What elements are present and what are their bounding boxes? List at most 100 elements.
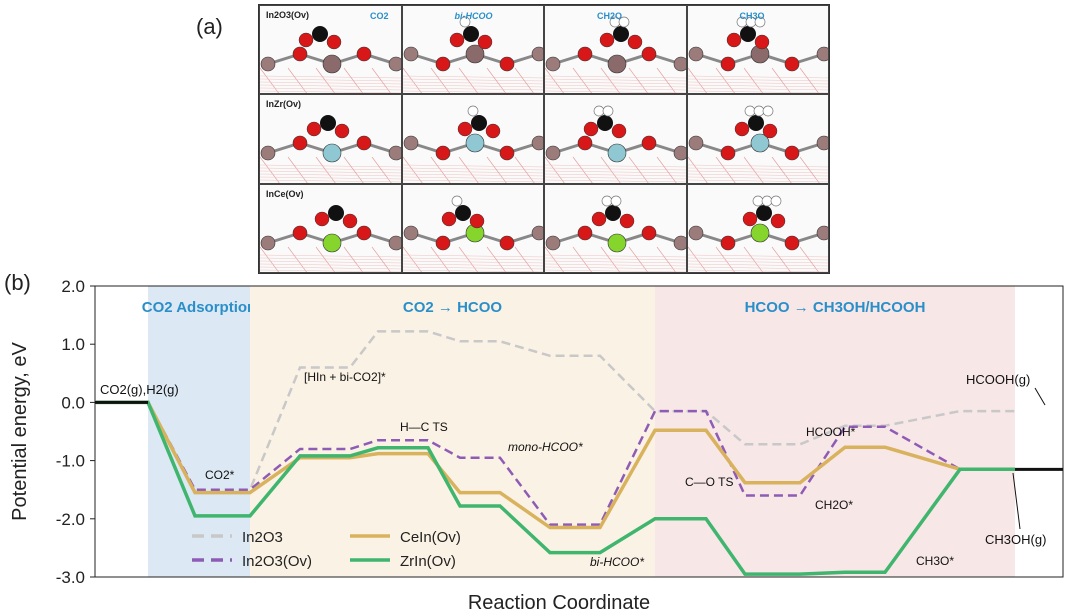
hydrogen-atom xyxy=(610,195,622,207)
lattice-line xyxy=(486,246,506,272)
carbon-atom xyxy=(312,26,328,42)
structure-drawing xyxy=(260,26,401,94)
lattice-line xyxy=(572,246,593,272)
carbon-atom xyxy=(755,204,772,221)
oxygen-atom xyxy=(356,225,372,240)
indium-atom xyxy=(673,146,686,161)
oxygen-atom xyxy=(356,136,372,151)
lattice-line xyxy=(628,67,649,94)
lattice-line xyxy=(514,67,534,94)
legend-label: In2O3 xyxy=(242,529,283,546)
hydrogen-atom xyxy=(770,195,781,207)
series-line xyxy=(95,401,1015,526)
lattice-line xyxy=(545,171,686,174)
hcooh-g-arrow xyxy=(1034,387,1046,406)
lattice-line xyxy=(687,266,829,269)
oxygen-atom xyxy=(292,225,308,240)
y-tick-label: -3.0 xyxy=(56,568,85,587)
lattice-line xyxy=(260,165,401,168)
lattice-line xyxy=(545,257,686,260)
lattice-line xyxy=(402,269,544,272)
series-line xyxy=(95,400,1015,530)
oxygen-atom xyxy=(619,213,635,228)
y-tick-label: 0.0 xyxy=(61,393,85,412)
lattice-line xyxy=(545,75,686,79)
regions-layer: CO2 Adsorption CO2 → HCOO HCOO → CH3OH/HCO… xyxy=(142,286,1015,577)
lattice-line xyxy=(743,246,763,272)
lattice-line xyxy=(260,174,401,177)
annot-hin-bi-co2: [HIn + bi-CO2]* xyxy=(304,370,386,384)
hydrogen-atom xyxy=(601,195,613,207)
structure-cell xyxy=(686,183,829,273)
carbon-atom xyxy=(739,26,756,42)
lattice-line xyxy=(715,246,735,272)
lattice-line xyxy=(402,78,544,82)
hydrogen-atom xyxy=(761,195,772,207)
lattice-line xyxy=(545,78,686,82)
structure-cell xyxy=(686,94,829,184)
y-tick-label: 1.0 xyxy=(61,335,85,354)
lattice-line xyxy=(402,180,544,183)
lattice-line xyxy=(687,84,829,88)
lattice-line xyxy=(600,67,621,94)
lattice-line xyxy=(315,246,336,272)
lattice-line xyxy=(260,257,401,260)
indium-atom xyxy=(260,235,276,250)
metal-atom xyxy=(750,223,769,242)
oxygen-atom xyxy=(457,122,472,137)
hydrogen-atom xyxy=(593,105,605,117)
annot-co-ts: C—O TS xyxy=(685,475,733,489)
indium-atom xyxy=(688,46,703,62)
lattice-line xyxy=(402,90,544,94)
oxygen-atom xyxy=(342,213,358,228)
lattice-line xyxy=(260,171,401,174)
ch3oh-g-arrow xyxy=(1012,472,1021,530)
lattice-line xyxy=(743,67,763,94)
carbon-atom xyxy=(605,204,621,221)
lattice-line xyxy=(260,75,401,79)
lattice-line xyxy=(430,67,450,94)
structure-drawing xyxy=(402,105,544,183)
lattice-line xyxy=(545,269,686,272)
structure-cell: InZr(Ov) xyxy=(259,94,402,184)
lattice-line xyxy=(260,87,401,91)
lattice-line xyxy=(260,168,401,171)
lattice-line xyxy=(545,67,565,94)
lattice-line xyxy=(715,67,735,94)
lattice-line xyxy=(260,246,280,272)
lattice-line xyxy=(600,157,621,183)
y-tick-label: -1.0 xyxy=(56,452,85,471)
lattice-line xyxy=(402,171,544,174)
lattice-line xyxy=(656,246,677,272)
lattice-line xyxy=(315,157,336,183)
oxygen-atom xyxy=(499,146,514,161)
lattice-line xyxy=(402,75,544,79)
structure-row-title: In2O3(Ov) xyxy=(266,10,310,20)
oxygen-atom xyxy=(611,124,627,139)
lattice-line xyxy=(260,260,401,263)
oxygen-atom xyxy=(356,46,372,62)
lattice-line xyxy=(260,84,401,88)
indium-atom xyxy=(388,56,401,72)
lattice-line xyxy=(687,254,829,257)
plot-frame xyxy=(94,285,1064,578)
lattice-line xyxy=(486,157,506,183)
oxygen-atom xyxy=(499,235,514,250)
lattice-line xyxy=(600,246,621,272)
structure-cell: InCe(Ov) xyxy=(259,183,402,273)
lattice-line xyxy=(402,246,422,272)
lattice-line xyxy=(402,257,544,260)
oxygen-atom xyxy=(641,225,657,240)
lattice-line xyxy=(430,157,450,183)
series-line xyxy=(95,330,1015,491)
indium-atom xyxy=(816,46,829,62)
lattice-line xyxy=(343,157,364,183)
lattice-line xyxy=(545,84,686,88)
structure-drawing xyxy=(402,195,544,272)
hydrogen-atom xyxy=(467,105,478,117)
lattice-line xyxy=(771,67,791,94)
y-axis-label: Potential energy, eV xyxy=(9,342,31,521)
structure-cell xyxy=(401,183,544,273)
lattice-line xyxy=(343,246,364,272)
